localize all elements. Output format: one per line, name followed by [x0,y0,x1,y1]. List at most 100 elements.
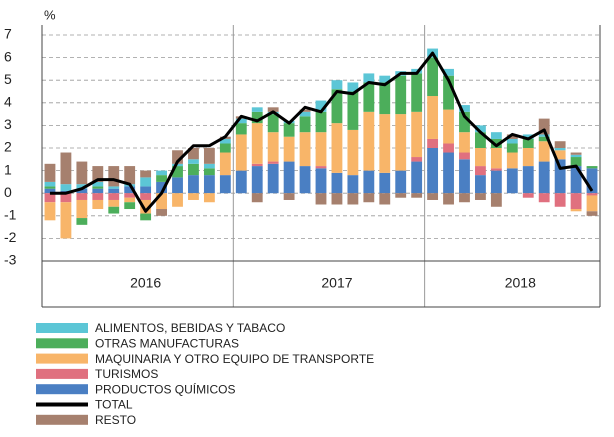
bar-segment [315,111,327,133]
bar-segment [235,170,247,194]
bar-segment [586,195,598,212]
bar-segment [586,193,598,196]
bar-segment [76,188,88,194]
bar-segment [299,166,311,194]
legend-label: PRODUCTOS QUÍMICOS [95,381,235,396]
bar-segment [475,175,486,194]
bar-segment [506,143,518,153]
bar-segment [124,197,136,203]
bar-segment [395,114,407,171]
bar-segment [44,202,56,221]
bar-segment [570,157,582,167]
bar-segment [331,172,343,194]
bar-segment [331,123,343,173]
bar-segment [395,193,407,198]
bar-segment [60,193,72,203]
bar-segment [363,82,375,112]
bar-segment [395,75,407,115]
bar-segment [267,132,279,162]
bar-segment [427,57,439,97]
bar-segment [379,114,391,173]
bar-segment [554,148,566,151]
y-tick-label: -3 [4,252,17,268]
bar-segment [570,209,582,212]
y-tick-label: 5 [4,71,12,87]
bar-segment [203,175,215,194]
bar-segment [347,193,359,205]
bar-segment [506,134,518,139]
bar-segment [203,148,215,164]
bar-segment [538,136,550,142]
bar-segment [363,73,375,83]
bar-segment [538,118,550,135]
bar-segment [443,193,454,205]
bar-segment [554,141,566,148]
bar-segment [459,159,470,194]
bar-segment [267,107,279,112]
bar-segment [315,166,327,169]
bar-segment [554,159,566,194]
bar-segment [315,100,327,112]
legend-label: TOTAL [95,398,133,412]
legend-swatch [36,323,88,333]
bar-segment [443,143,454,153]
legend-label: OTRAS MANUFACTURAS [95,336,239,350]
bar-segment [411,157,423,162]
bar-segment [283,136,295,162]
bar-segment [331,193,343,205]
bar-segment [443,152,454,194]
bar-segment [156,170,167,176]
bar-segment [554,150,566,160]
legend-swatch [36,384,88,395]
bar-segment [363,111,375,171]
bar-segment [379,82,391,115]
bar-segment [411,161,423,194]
bar-segment [570,152,582,155]
bar-segment [267,163,279,194]
bar-segment [203,163,215,169]
bar-segment [522,148,534,167]
bar-segment [427,148,439,194]
bar-segment [172,150,183,164]
bar-segment [92,186,104,189]
bar-segment [172,163,183,167]
bar-segment [331,80,343,90]
bar-segment [459,111,470,133]
bar-segment [108,206,120,214]
bar-segment [44,188,56,194]
bar-segment [490,138,502,148]
legend-swatch [36,402,88,407]
bar-segment [235,134,247,171]
bar-segment [475,125,486,133]
bar-segment [219,138,231,144]
bar-segment [124,193,136,198]
y-tick-label: 2 [4,139,12,155]
bar-segment [427,138,439,148]
bar-segment [172,166,183,178]
bar-segment [283,193,295,200]
legend-label: RESTO [95,413,136,427]
bar-segment [538,134,550,137]
y-tick-label: -1 [4,207,17,223]
bar-segment [315,168,327,194]
legend-swatch [36,414,88,425]
bar-segment [156,175,167,182]
bar-segment [140,186,152,194]
bar-segment [267,114,279,133]
bar-segment [124,202,136,210]
bar-segment [44,163,56,182]
y-tick-label: 3 [4,116,12,132]
bar-segment [235,123,247,135]
bar-segment [108,199,120,207]
bar-segment [219,152,231,176]
y-tick-label: 1 [4,161,12,177]
bar-segment [522,138,534,148]
bar-segment [363,193,375,203]
y-unit: % [44,7,56,22]
legend-label: MAQUINARIA Y OTRO EQUIPO DE TRANSPORTE [95,352,374,366]
bar-segment [219,143,231,153]
bar-segment [347,175,359,194]
bar-segment [506,152,518,169]
bar-segment [76,161,88,185]
bar-segment [395,170,407,194]
